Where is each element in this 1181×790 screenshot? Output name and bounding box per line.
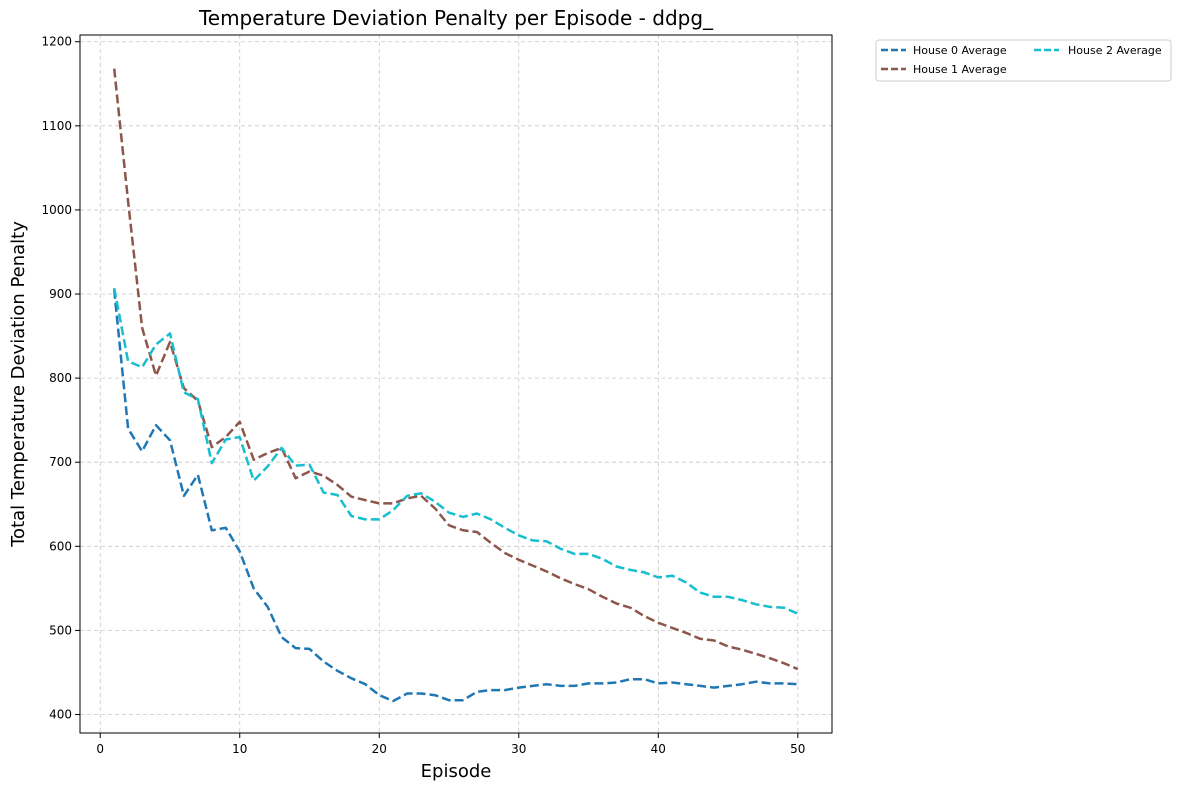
y-axis-label: Total Temperature Deviation Penalty	[8, 221, 29, 548]
legend-frame	[875, 39, 1172, 82]
x-tick-label: 10	[232, 742, 247, 756]
legend-label-house-1: House 1 Average	[913, 63, 1007, 76]
x-tick-label: 20	[372, 742, 387, 756]
x-tick-label: 30	[511, 742, 526, 756]
series-line-house-1	[112, 68, 799, 671]
series-lines	[112, 68, 799, 703]
plot-area-frame	[79, 34, 833, 734]
axis-ticks: 0 10 20 30 40 50 400 500 600 700 800 900 1000 1100 120…	[41, 35, 805, 756]
y-tick-label: 600	[49, 539, 72, 553]
x-tick-label: 0	[96, 742, 104, 756]
legend-label-house-2: House 2 Average	[1068, 44, 1162, 57]
series-line-house-2	[112, 287, 799, 615]
x-tick-label: 40	[651, 742, 666, 756]
y-tick-label: 1200	[41, 35, 72, 49]
chart-title: Temperature Deviation Penalty per Episod…	[198, 6, 714, 30]
y-tick-label: 800	[49, 371, 72, 385]
y-tick-label: 500	[49, 623, 72, 637]
legend-entry-house-2: House 2 Average	[1034, 44, 1162, 57]
grid	[80, 35, 832, 733]
y-tick-label: 700	[49, 455, 72, 469]
legend-entry-house-0: House 0 Average	[881, 44, 1007, 57]
y-tick-label: 900	[49, 287, 72, 301]
x-tick-label: 50	[790, 742, 805, 756]
x-axis-label: Episode	[421, 761, 492, 782]
y-tick-label: 1000	[41, 203, 72, 217]
legend: House 0 Average House 1 Average House 2 …	[875, 39, 1172, 82]
legend-entry-house-1: House 1 Average	[881, 63, 1007, 76]
y-tick-label: 1100	[41, 119, 72, 133]
y-tick-label: 400	[49, 707, 72, 721]
series-line-house-0	[112, 289, 798, 703]
legend-label-house-0: House 0 Average	[913, 44, 1007, 57]
